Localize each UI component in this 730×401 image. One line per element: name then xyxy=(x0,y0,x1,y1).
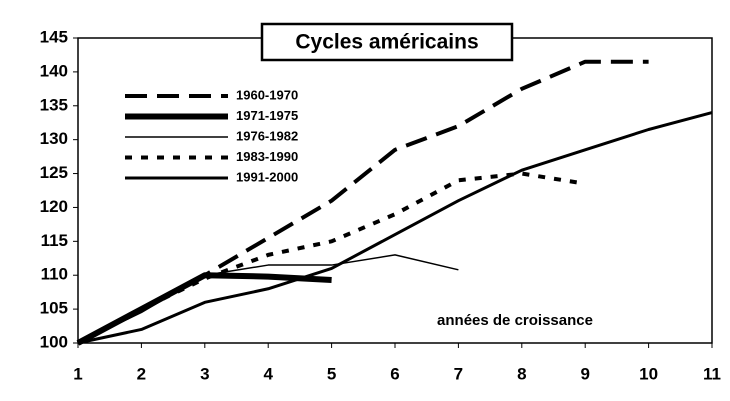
x-tick-label: 5 xyxy=(327,364,336,383)
x-tick-label: 10 xyxy=(639,364,658,383)
y-tick-label: 135 xyxy=(40,95,68,114)
series-line xyxy=(77,59,649,345)
x-tick-label: 8 xyxy=(517,364,526,383)
x-tick-label: 4 xyxy=(263,364,273,383)
x-tick-label: 1 xyxy=(73,364,82,383)
series-line xyxy=(77,254,459,344)
annotation: années de croissance xyxy=(437,312,593,329)
x-tick-label: 6 xyxy=(390,364,399,383)
plot-frame xyxy=(77,37,713,344)
legend-label: 1976-1982 xyxy=(236,128,298,143)
y-tick-label: 125 xyxy=(40,163,68,182)
legend-label: 1971-1975 xyxy=(236,108,298,123)
y-tick-label: 110 xyxy=(41,265,68,284)
legend-label: 1960-1970 xyxy=(236,87,298,102)
y-tick-label: 145 xyxy=(40,27,68,46)
x-tick-label: 3 xyxy=(200,364,209,383)
chart-title: Cycles américains xyxy=(295,31,478,54)
y-tick-label: 115 xyxy=(41,231,68,250)
series-line xyxy=(76,272,332,346)
legend-label: 1991-2000 xyxy=(236,169,298,184)
legend-label: 1983-1990 xyxy=(236,149,298,164)
x-tick-label: 9 xyxy=(580,364,589,383)
y-tick-label: 120 xyxy=(40,197,68,216)
series-line xyxy=(77,171,586,345)
series-line xyxy=(77,111,713,345)
x-tick-label: 11 xyxy=(703,364,721,383)
x-tick-label: 2 xyxy=(137,364,146,383)
y-tick-label: 130 xyxy=(40,129,68,148)
x-tick-label: 7 xyxy=(454,364,463,383)
title-box xyxy=(260,22,514,62)
y-tick-label: 105 xyxy=(40,299,68,318)
y-tick-label: 140 xyxy=(40,61,68,80)
y-tick-label: 100 xyxy=(40,332,68,351)
